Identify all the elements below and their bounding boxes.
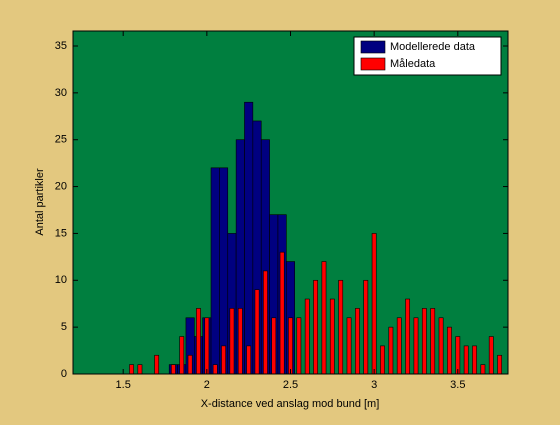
y-axis-label: Antal partikler	[34, 168, 46, 236]
bar	[313, 279, 318, 375]
histogram-bar	[219, 167, 229, 375]
bar	[271, 317, 277, 375]
bar	[413, 317, 419, 375]
bar	[338, 279, 344, 375]
axes-box	[72, 30, 509, 375]
bar	[221, 345, 226, 375]
x-axis-label: X-distance ved anslag mod bund [m]	[201, 398, 380, 410]
bar	[237, 308, 243, 375]
bar	[472, 345, 477, 375]
bar	[212, 364, 218, 375]
bar	[346, 317, 352, 375]
legend-label: Modellerede data	[390, 41, 476, 53]
bar	[179, 336, 185, 375]
histogram-bar	[210, 167, 220, 375]
bar	[254, 289, 260, 375]
bar	[288, 317, 293, 375]
x-tick-label: 2.5	[283, 379, 298, 391]
bar	[263, 270, 268, 375]
y-tick-label: 25	[55, 134, 67, 146]
bar	[355, 308, 360, 375]
y-tick-label: 15	[55, 227, 67, 239]
bar	[329, 298, 335, 375]
bar	[137, 364, 143, 375]
bar	[396, 317, 402, 375]
y-tick-label: 5	[61, 321, 67, 333]
x-tick-label: 3	[371, 379, 377, 391]
bar	[447, 326, 452, 375]
x-tick-label: 3.5	[450, 379, 465, 391]
legend-swatch	[360, 40, 386, 54]
legend: Modellerede data Måledata	[353, 36, 502, 76]
bar	[438, 317, 444, 375]
bar	[129, 364, 134, 375]
x-tick-label: 1.5	[116, 379, 131, 391]
bar	[405, 298, 411, 375]
bar	[246, 345, 252, 375]
bar	[371, 233, 377, 375]
bar	[488, 336, 494, 375]
legend-swatch	[360, 57, 386, 71]
bar	[480, 364, 486, 375]
bar	[463, 345, 469, 375]
bar	[279, 251, 285, 375]
bar	[196, 308, 201, 375]
bar	[170, 364, 176, 375]
bar	[187, 354, 193, 375]
bar	[204, 317, 210, 375]
bar	[430, 308, 436, 375]
bar	[296, 317, 302, 375]
bar	[388, 326, 394, 375]
axes: 1.5 2 2.5 3 3.5 0 5 10 15 20 25 30 35	[55, 31, 508, 391]
bar	[497, 354, 503, 375]
bar	[380, 345, 385, 375]
bar	[304, 298, 310, 375]
legend-label: Måledata	[390, 58, 436, 70]
histogram-bar	[244, 101, 254, 375]
y-tick-label: 20	[55, 180, 67, 192]
bar	[321, 261, 327, 375]
y-tick-label: 0	[61, 368, 67, 380]
bar	[229, 308, 235, 375]
x-tick-label: 2	[204, 379, 210, 391]
y-tick-label: 35	[55, 40, 67, 52]
bar	[455, 336, 461, 375]
bar	[154, 354, 160, 375]
bar	[363, 279, 369, 375]
y-tick-label: 30	[55, 87, 67, 99]
y-tick-label: 10	[55, 274, 67, 286]
bar	[421, 308, 427, 375]
